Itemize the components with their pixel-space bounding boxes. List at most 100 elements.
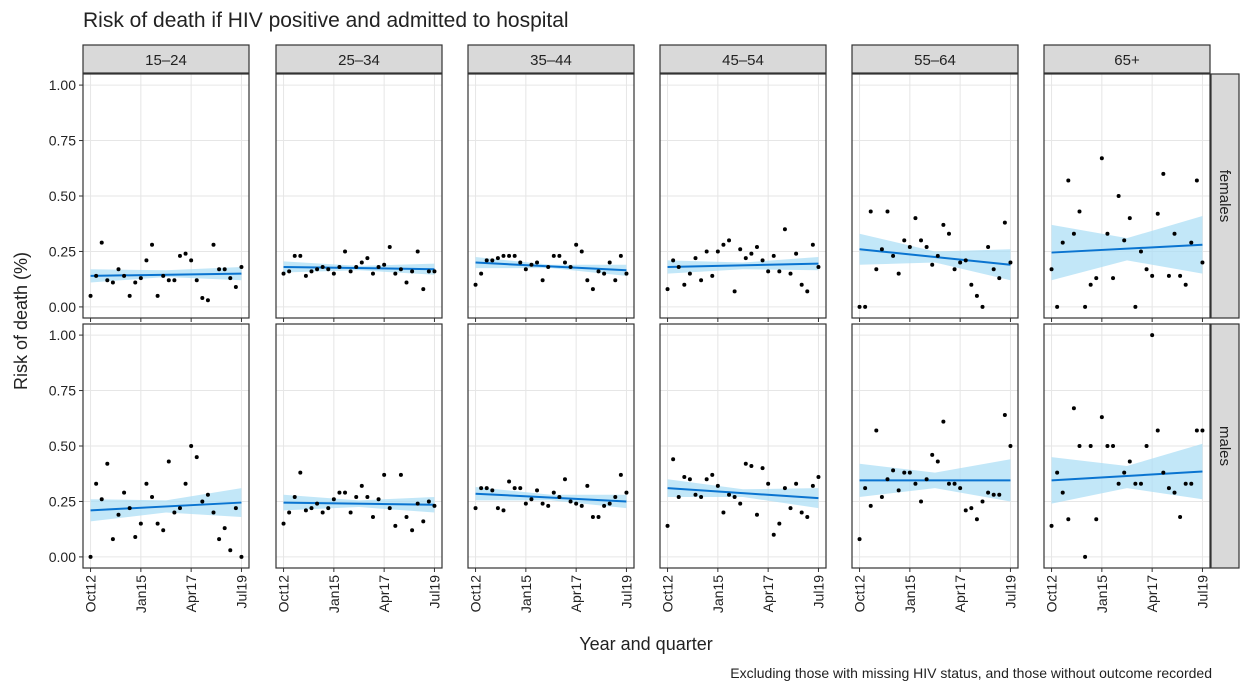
data-point [1155, 211, 1160, 216]
x-tick-label: Jul19 [1002, 575, 1018, 609]
x-axis-title: Year and quarter [579, 634, 712, 654]
data-point [980, 304, 985, 309]
data-point [233, 284, 238, 289]
data-point [133, 280, 138, 285]
data-point [495, 506, 500, 511]
data-point [974, 293, 979, 298]
data-point [211, 242, 216, 247]
trend-line [90, 501, 242, 512]
x-tick-label: Oct12 [276, 575, 292, 613]
data-point [1060, 240, 1065, 245]
data-point [568, 499, 573, 504]
data-point [1049, 267, 1054, 272]
data-point [1049, 523, 1054, 528]
data-point [518, 260, 523, 265]
data-point [902, 470, 907, 475]
data-point [715, 249, 720, 254]
data-point [309, 269, 314, 274]
data-point [211, 510, 216, 515]
data-point [518, 486, 523, 491]
data-point [671, 457, 676, 462]
data-point [501, 253, 506, 258]
data-point [1077, 444, 1082, 448]
data-point [974, 517, 979, 522]
data-point [738, 247, 743, 252]
data-point [727, 238, 732, 243]
data-point [557, 495, 562, 500]
data-point [879, 247, 884, 252]
data-point [105, 278, 110, 283]
data-point [816, 264, 821, 269]
facet-label: males [1216, 426, 1233, 466]
data-point [144, 481, 149, 486]
data-point [116, 512, 121, 517]
data-point [1008, 444, 1013, 448]
data-point [490, 258, 495, 263]
data-point [618, 253, 623, 258]
data-point [1194, 178, 1199, 183]
data-point [896, 488, 901, 493]
data-point [287, 269, 292, 274]
data-point [624, 490, 629, 495]
panel-border [659, 73, 827, 319]
data-point [1194, 428, 1199, 433]
data-point [665, 287, 670, 292]
data-point [382, 262, 387, 267]
facet-label: 65+ [1114, 52, 1140, 69]
data-point [326, 267, 331, 272]
data-point [183, 251, 188, 256]
data-point [535, 260, 540, 265]
data-point [574, 501, 579, 506]
data-point [1083, 554, 1088, 559]
data-point [1066, 517, 1071, 522]
data-point [144, 258, 149, 263]
y-tick-label: 0.75 [49, 133, 76, 149]
data-point [863, 304, 868, 309]
data-point [946, 481, 951, 486]
facet-strip [1043, 44, 1211, 74]
trend-line [1051, 470, 1203, 482]
data-point [331, 497, 336, 502]
data-point [365, 495, 370, 500]
data-point [432, 269, 437, 274]
data-point [963, 508, 968, 513]
data-point [602, 503, 607, 508]
data-point [715, 483, 720, 488]
data-point [732, 495, 737, 500]
data-point [116, 267, 121, 272]
data-point [1008, 260, 1013, 265]
data-point [958, 260, 963, 265]
data-point [1122, 470, 1127, 475]
data-point [281, 271, 286, 276]
confidence-band [90, 488, 242, 522]
data-point [1088, 444, 1093, 448]
data-point [902, 238, 907, 243]
data-point [857, 304, 862, 309]
data-point [94, 481, 99, 486]
data-point [613, 495, 618, 500]
x-tick-label: Jul19 [426, 575, 442, 609]
data-point [382, 472, 387, 477]
data-point [473, 282, 478, 287]
data-point [161, 273, 166, 278]
data-point [805, 514, 810, 519]
data-point [426, 269, 431, 274]
data-point [507, 253, 512, 258]
data-point [410, 269, 415, 274]
data-point [754, 512, 759, 517]
data-point [387, 506, 392, 511]
x-tick-label: Jan15 [326, 575, 342, 613]
data-point [986, 490, 991, 495]
x-tick-label: Jan15 [902, 575, 918, 613]
data-point [743, 461, 748, 466]
x-tick-label: Jan15 [518, 575, 534, 613]
data-point [676, 264, 681, 269]
data-point [941, 419, 946, 424]
data-point [529, 497, 534, 502]
data-point [919, 499, 924, 504]
data-point [138, 276, 143, 281]
data-point [1111, 276, 1116, 281]
data-point [1161, 171, 1166, 176]
data-point [398, 472, 403, 477]
